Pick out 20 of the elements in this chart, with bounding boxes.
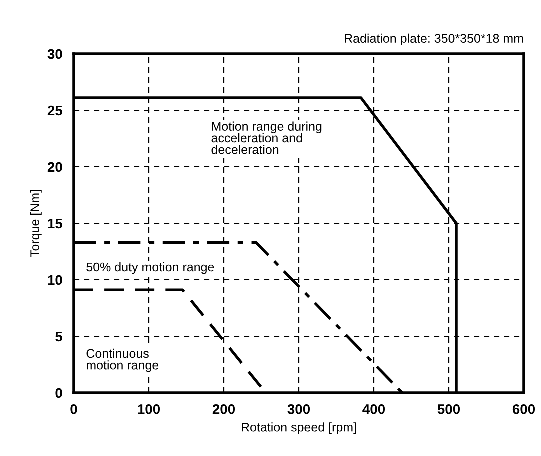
y-tick-label: 30 <box>48 49 62 60</box>
y-tick-label: 10 <box>48 275 62 286</box>
chart-title: Radiation plate: 350*350*18 mm <box>345 34 524 46</box>
x-tick-label: 200 <box>212 404 236 414</box>
y-tick-label: 20 <box>48 162 62 172</box>
y-axis-title: Torque [Nm] <box>30 190 42 258</box>
x-axis-title: Rotation speed [rpm] <box>242 422 356 434</box>
x-tick-label: 100 <box>138 404 160 414</box>
annotation: 50% duty motion range <box>86 262 214 274</box>
x-tick-label: 300 <box>288 404 310 414</box>
x-tick-label: 400 <box>362 404 386 414</box>
y-tick-label: 5 <box>56 332 63 342</box>
y-tick-label: 15 <box>48 218 63 229</box>
x-tick-label: 0 <box>70 404 78 414</box>
x-tick-label: 600 <box>512 404 536 414</box>
y-tick-label: 0 <box>56 388 62 398</box>
x-tick-label: 500 <box>438 404 460 414</box>
y-tick-label: 25 <box>48 106 63 116</box>
annotation: Continuous motion range <box>86 348 159 372</box>
annotation: Motion range during acceleration and deceleration <box>212 122 322 154</box>
